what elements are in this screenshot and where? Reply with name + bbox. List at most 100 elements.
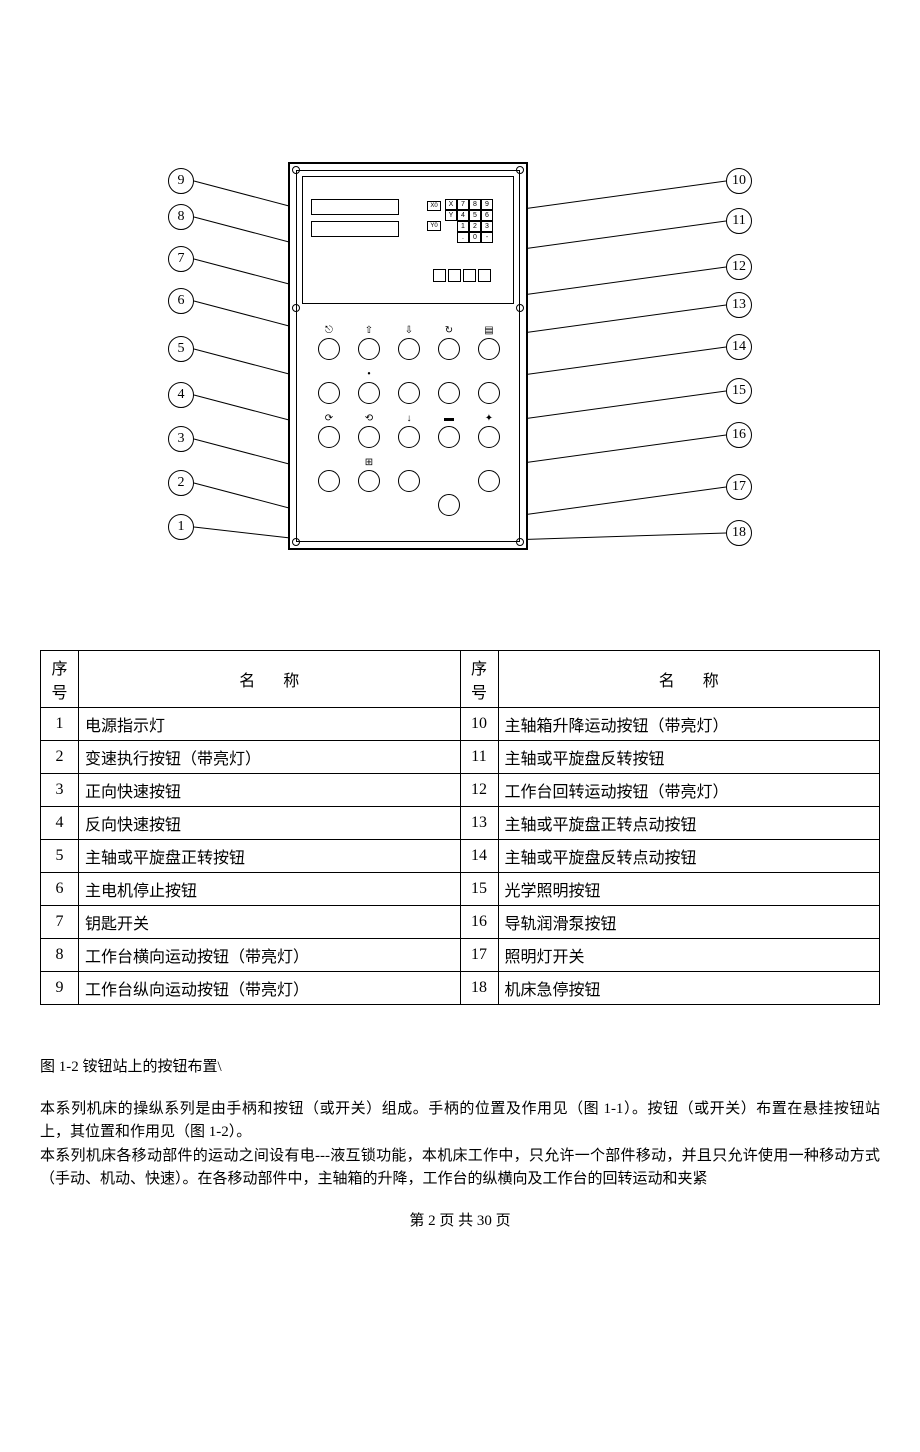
panel-button xyxy=(438,382,460,404)
table-row: 8工作台横向运动按钮（带亮灯）17照明灯开关 xyxy=(41,939,880,972)
cell-num: 13 xyxy=(460,807,498,840)
parts-table: 序号 名称 序号 名称 1电源指示灯10主轴箱升降运动按钮（带亮灯）2变速执行按… xyxy=(40,650,880,1005)
cell-num: 9 xyxy=(41,972,79,1005)
panel-button xyxy=(318,382,340,404)
cell-name: 主轴或平旋盘正转按钮 xyxy=(79,840,461,873)
screw-icon xyxy=(516,166,524,174)
parts-table-wrap: 序号 名称 序号 名称 1电源指示灯10主轴箱升降运动按钮（带亮灯）2变速执行按… xyxy=(40,650,880,1005)
keypad-cell: 9 xyxy=(481,199,493,210)
button-icon: ⇧ xyxy=(358,326,380,336)
panel-button xyxy=(398,470,420,492)
cell-name: 主电机停止按钮 xyxy=(79,873,461,906)
cell-name: 钥匙开关 xyxy=(79,906,461,939)
cell-num: 14 xyxy=(460,840,498,873)
cell-num: 8 xyxy=(41,939,79,972)
keypad: X789Y456123.0- xyxy=(445,199,505,243)
screw-icon xyxy=(292,166,300,174)
cell-name: 工作台回转运动按钮（带亮灯） xyxy=(498,774,880,807)
cell-num: 6 xyxy=(41,873,79,906)
table-row: 5主轴或平旋盘正转按钮14主轴或平旋盘反转点动按钮 xyxy=(41,840,880,873)
cell-name: 主轴或平旋盘正转点动按钮 xyxy=(498,807,880,840)
callout-5: 5 xyxy=(168,336,194,362)
button-icon: ⟲ xyxy=(358,414,380,424)
button-icon: ↻ xyxy=(438,326,460,336)
callout-10: 10 xyxy=(726,168,752,194)
callout-4: 4 xyxy=(168,382,194,408)
table-row: 4反向快速按钮13主轴或平旋盘正转点动按钮 xyxy=(41,807,880,840)
col-num: 序号 xyxy=(41,651,79,708)
button-icon: • xyxy=(358,370,380,380)
callout-12: 12 xyxy=(726,254,752,280)
panel-button xyxy=(438,494,460,516)
col-name: 名称 xyxy=(79,651,461,708)
lcd-row xyxy=(311,221,399,237)
cell-name: 反向快速按钮 xyxy=(79,807,461,840)
keypad-cell: . xyxy=(457,232,469,243)
button-icon: ⊞ xyxy=(358,458,380,468)
keypad-cell: 4 xyxy=(457,210,469,221)
keypad-cell: 2 xyxy=(469,221,481,232)
button-icon: ▤ xyxy=(478,326,500,336)
display-unit: X0 Y0 X789Y456123.0- xyxy=(302,176,514,304)
button-icon: ⎋ xyxy=(318,326,340,336)
body-paragraphs: 本系列机床的操纵系列是由手柄和按钮（或开关）组成。手柄的位置及作用见（图 1-1… xyxy=(40,1098,880,1191)
cell-num: 15 xyxy=(460,873,498,906)
keypad-cell: 8 xyxy=(469,199,481,210)
panel-button xyxy=(478,338,500,360)
keypad-cell: 7 xyxy=(457,199,469,210)
control-panel: X0 Y0 X789Y456123.0- ⎋⇧⇩↻▤•⟳⟲↓▬✦⊞ xyxy=(288,162,528,550)
table-row: 2变速执行按钮（带亮灯）11主轴或平旋盘反转按钮 xyxy=(41,741,880,774)
keypad-cell: 5 xyxy=(469,210,481,221)
cell-num: 1 xyxy=(41,708,79,741)
cell-name: 主轴箱升降运动按钮（带亮灯） xyxy=(498,708,880,741)
col-num: 序号 xyxy=(460,651,498,708)
callout-1: 1 xyxy=(168,514,194,540)
cell-name: 主轴或平旋盘反转按钮 xyxy=(498,741,880,774)
table-row: 3正向快速按钮12工作台回转运动按钮（带亮灯） xyxy=(41,774,880,807)
page-footer: 第 2 页 共 30 页 xyxy=(0,1209,920,1230)
panel-button xyxy=(478,382,500,404)
label-x0: X0 xyxy=(427,201,441,211)
panel-button xyxy=(358,470,380,492)
panel-button xyxy=(318,426,340,448)
cell-name: 工作台横向运动按钮（带亮灯） xyxy=(79,939,461,972)
callout-17: 17 xyxy=(726,474,752,500)
label-y0: Y0 xyxy=(427,221,441,231)
cell-num: 3 xyxy=(41,774,79,807)
panel-diagram: X0 Y0 X789Y456123.0- ⎋⇧⇩↻▤•⟳⟲↓▬✦⊞ 987654… xyxy=(140,150,780,550)
panel-button xyxy=(318,338,340,360)
cell-num: 16 xyxy=(460,906,498,939)
table-row: 1电源指示灯10主轴箱升降运动按钮（带亮灯） xyxy=(41,708,880,741)
cell-name: 主轴或平旋盘反转点动按钮 xyxy=(498,840,880,873)
cell-num: 18 xyxy=(460,972,498,1005)
callout-8: 8 xyxy=(168,204,194,230)
panel-button xyxy=(358,382,380,404)
keypad-cell: 3 xyxy=(481,221,493,232)
callout-13: 13 xyxy=(726,292,752,318)
lcd-row xyxy=(311,199,399,215)
col-name: 名称 xyxy=(498,651,880,708)
cell-name: 照明灯开关 xyxy=(498,939,880,972)
cell-name: 电源指示灯 xyxy=(79,708,461,741)
paragraph: 本系列机床的操纵系列是由手柄和按钮（或开关）组成。手柄的位置及作用见（图 1-1… xyxy=(40,1098,880,1145)
cell-num: 10 xyxy=(460,708,498,741)
button-icon: ⟳ xyxy=(318,414,340,424)
panel-button xyxy=(478,426,500,448)
cell-num: 17 xyxy=(460,939,498,972)
table-row: 6主电机停止按钮15光学照明按钮 xyxy=(41,873,880,906)
callout-7: 7 xyxy=(168,246,194,272)
cell-num: 4 xyxy=(41,807,79,840)
keypad-cell: X xyxy=(445,199,457,210)
panel-button xyxy=(358,338,380,360)
cell-name: 光学照明按钮 xyxy=(498,873,880,906)
keypad-cell: 0 xyxy=(469,232,481,243)
panel-button xyxy=(398,338,420,360)
callout-2: 2 xyxy=(168,470,194,496)
screw-icon xyxy=(516,304,524,312)
button-icon: ✦ xyxy=(478,414,500,424)
callout-15: 15 xyxy=(726,378,752,404)
cell-name: 机床急停按钮 xyxy=(498,972,880,1005)
cell-num: 11 xyxy=(460,741,498,774)
keypad-cell: 1 xyxy=(457,221,469,232)
cell-name: 导轨润滑泵按钮 xyxy=(498,906,880,939)
